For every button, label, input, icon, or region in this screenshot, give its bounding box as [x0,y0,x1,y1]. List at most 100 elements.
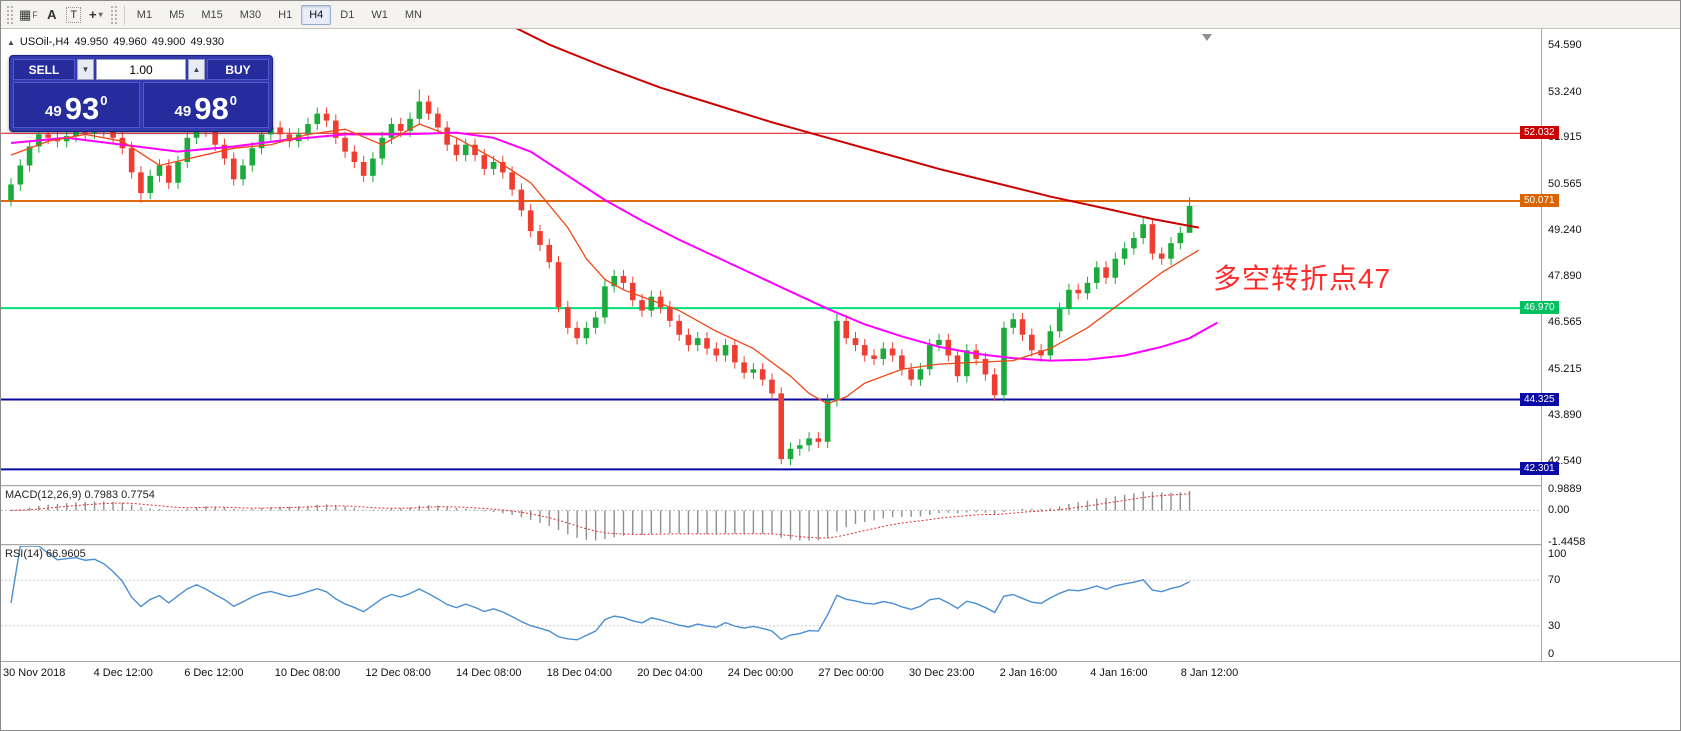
price-tick: 45.215 [1548,362,1582,375]
time-label: 30 Nov 2018 [3,667,66,679]
sell-price-tile[interactable]: 49 93 0 [13,82,140,128]
volume-decrease-button[interactable]: ▼ [77,59,94,80]
macd-histogram [10,490,1191,541]
buy-button[interactable]: BUY [207,59,269,80]
macd-axis-label: 0.9889 [1548,482,1582,495]
price-tick: 49.240 [1548,223,1582,236]
ma-magenta [10,131,1218,362]
sell-price-prefix: 49 [45,103,62,120]
time-label: 20 Dec 04:00 [637,667,703,679]
quote-high: 49.960 [113,36,147,48]
price-tag-42.301: 42.301 [1520,462,1559,476]
time-label: 14 Dec 08:00 [456,667,522,679]
price-tag-44.325: 44.325 [1520,392,1559,406]
sell-price-big: 93 [64,90,100,126]
buy-price-tile[interactable]: 49 98 0 [142,82,269,128]
price-tick: 53.240 [1548,85,1582,98]
time-label: 24 Dec 00:00 [727,667,794,679]
annotation-a-icon[interactable]: A [41,4,63,26]
chart-area: ▲ USOil-,H4 49.950 49.960 49.900 49.930 … [1,29,1680,730]
rsi-pane[interactable]: RSI(14) 66.9605 [1,546,1541,660]
time-label: 2 Jan 16:00 [999,667,1058,679]
buy-price-big: 98 [194,90,229,126]
grid-f-icon[interactable]: ▦ F [16,4,41,26]
macd-title: MACD(12,26,9) 0.7983 0.7754 [5,489,155,501]
macd-axis-label: -1.4458 [1548,535,1586,548]
chevron-down-icon: ▾ [98,10,103,19]
price-tag-52.032: 52.032 [1520,126,1559,140]
buy-price-prefix: 49 [174,103,192,120]
a-glyph: A [47,7,57,22]
timeframe-mn[interactable]: MN [404,8,422,21]
toolbar-separator [123,4,125,25]
time-axis[interactable]: 30 Nov 2018 4 Dec 12:00 6 Dec 12:00 10 Dec … [1,661,1680,683]
price-tick: 50.565 [1548,177,1582,190]
time-label: 10 Dec 08:00 [274,667,341,679]
timeframe-h1[interactable]: H1 [278,8,293,21]
price-tick: 43.890 [1548,408,1582,421]
timeframe-w1[interactable]: W1 [371,8,388,21]
pane-separator[interactable] [1,485,1680,487]
chart-shift-marker[interactable] [1202,34,1212,41]
time-label: 4 Dec 12:00 [93,667,153,679]
macd-axis-label: 0.00 [1548,504,1570,517]
horizontal-lines [1,132,1541,471]
price-tick: 47.890 [1548,270,1582,283]
time-label: 18 Dec 04:00 [546,667,613,679]
one-click-trading-panel: SELL ▼ ▲ BUY 49 93 0 49 98 0 [9,55,273,132]
time-label: 8 Jan 12:00 [1180,667,1239,679]
toolbar: ▦ F A T + ▾ M1 M5 M15 M30 H1 H4 D1 W1 MN [1,1,1680,29]
grid-badge: F [32,9,38,20]
price-tag-46.970: 46.970 [1520,301,1559,315]
main-chart-pane[interactable]: ▲ USOil-,H4 49.950 49.960 49.900 49.930 … [1,29,1541,485]
rsi-axis-label: 100 [1548,548,1567,560]
volume-increase-button[interactable]: ▲ [188,59,205,80]
timeframe-m5[interactable]: M5 [169,8,185,21]
buy-price-sup: 0 [229,93,237,108]
price-tick: 46.565 [1548,316,1582,329]
timeframe-h4[interactable]: H4 [301,4,332,25]
rsi-axis-label: 0 [1548,648,1555,660]
macd-signal-line [10,493,1190,539]
rsi-axis-label: 30 [1548,619,1561,632]
timeframe-m30[interactable]: M30 [239,8,262,21]
price-axis[interactable]: 54.590 53.240 51.915 50.565 49.240 47.890 46.5… [1520,29,1680,661]
macd-chart [1,490,1541,541]
volume-input[interactable] [96,59,186,80]
timeframe-d1[interactable]: D1 [340,8,355,21]
time-label: 30 Dec 23:00 [909,667,975,679]
rsi-line [10,546,1190,641]
pane-separator[interactable] [1,544,1680,546]
timeframe-toolbar: M1 M5 M15 M30 H1 H4 D1 W1 MN [129,4,430,25]
crosshair-glyph: + [88,7,97,22]
price-tick: 54.590 [1548,38,1582,51]
crosshair-icon[interactable]: + ▾ [85,4,107,26]
candlestick-chart [1,29,1541,471]
quote-line: ▲ USOil-,H4 49.950 49.960 49.900 49.930 [7,36,224,48]
time-label: 6 Dec 12:00 [184,667,244,679]
timeframe-m15[interactable]: M15 [201,8,223,21]
toolbar-grip[interactable] [109,4,117,25]
textbox-t-icon[interactable]: T [63,4,85,26]
symbol-timeframe: USOil-,H4 [19,36,70,48]
chart-text-annotation[interactable]: 多空转折点47 [1213,263,1392,294]
rsi-title: RSI(14) 66.9605 [5,548,86,560]
t-glyph: T [66,6,82,23]
quote-open: 49.950 [74,36,109,48]
grid-glyph: ▦ [19,6,32,22]
timeframe-m1[interactable]: M1 [136,8,153,21]
sell-button[interactable]: SELL [13,59,75,80]
symbol-arrow-icon: ▲ [7,37,15,47]
quote-low: 49.900 [151,36,186,48]
rsi-chart [1,546,1541,641]
ma-fast-orange [10,123,1200,405]
toolbar-grip[interactable] [6,4,13,25]
sell-price-sup: 0 [100,93,108,108]
time-label: 27 Dec 00:00 [818,667,884,679]
quote-close: 49.930 [190,36,225,48]
price-tag-50.071: 50.071 [1520,194,1559,207]
rsi-axis-label: 70 [1548,574,1561,587]
time-label: 12 Dec 08:00 [365,667,431,679]
macd-pane[interactable]: MACD(12,26,9) 0.7983 0.7754 [1,487,1541,544]
